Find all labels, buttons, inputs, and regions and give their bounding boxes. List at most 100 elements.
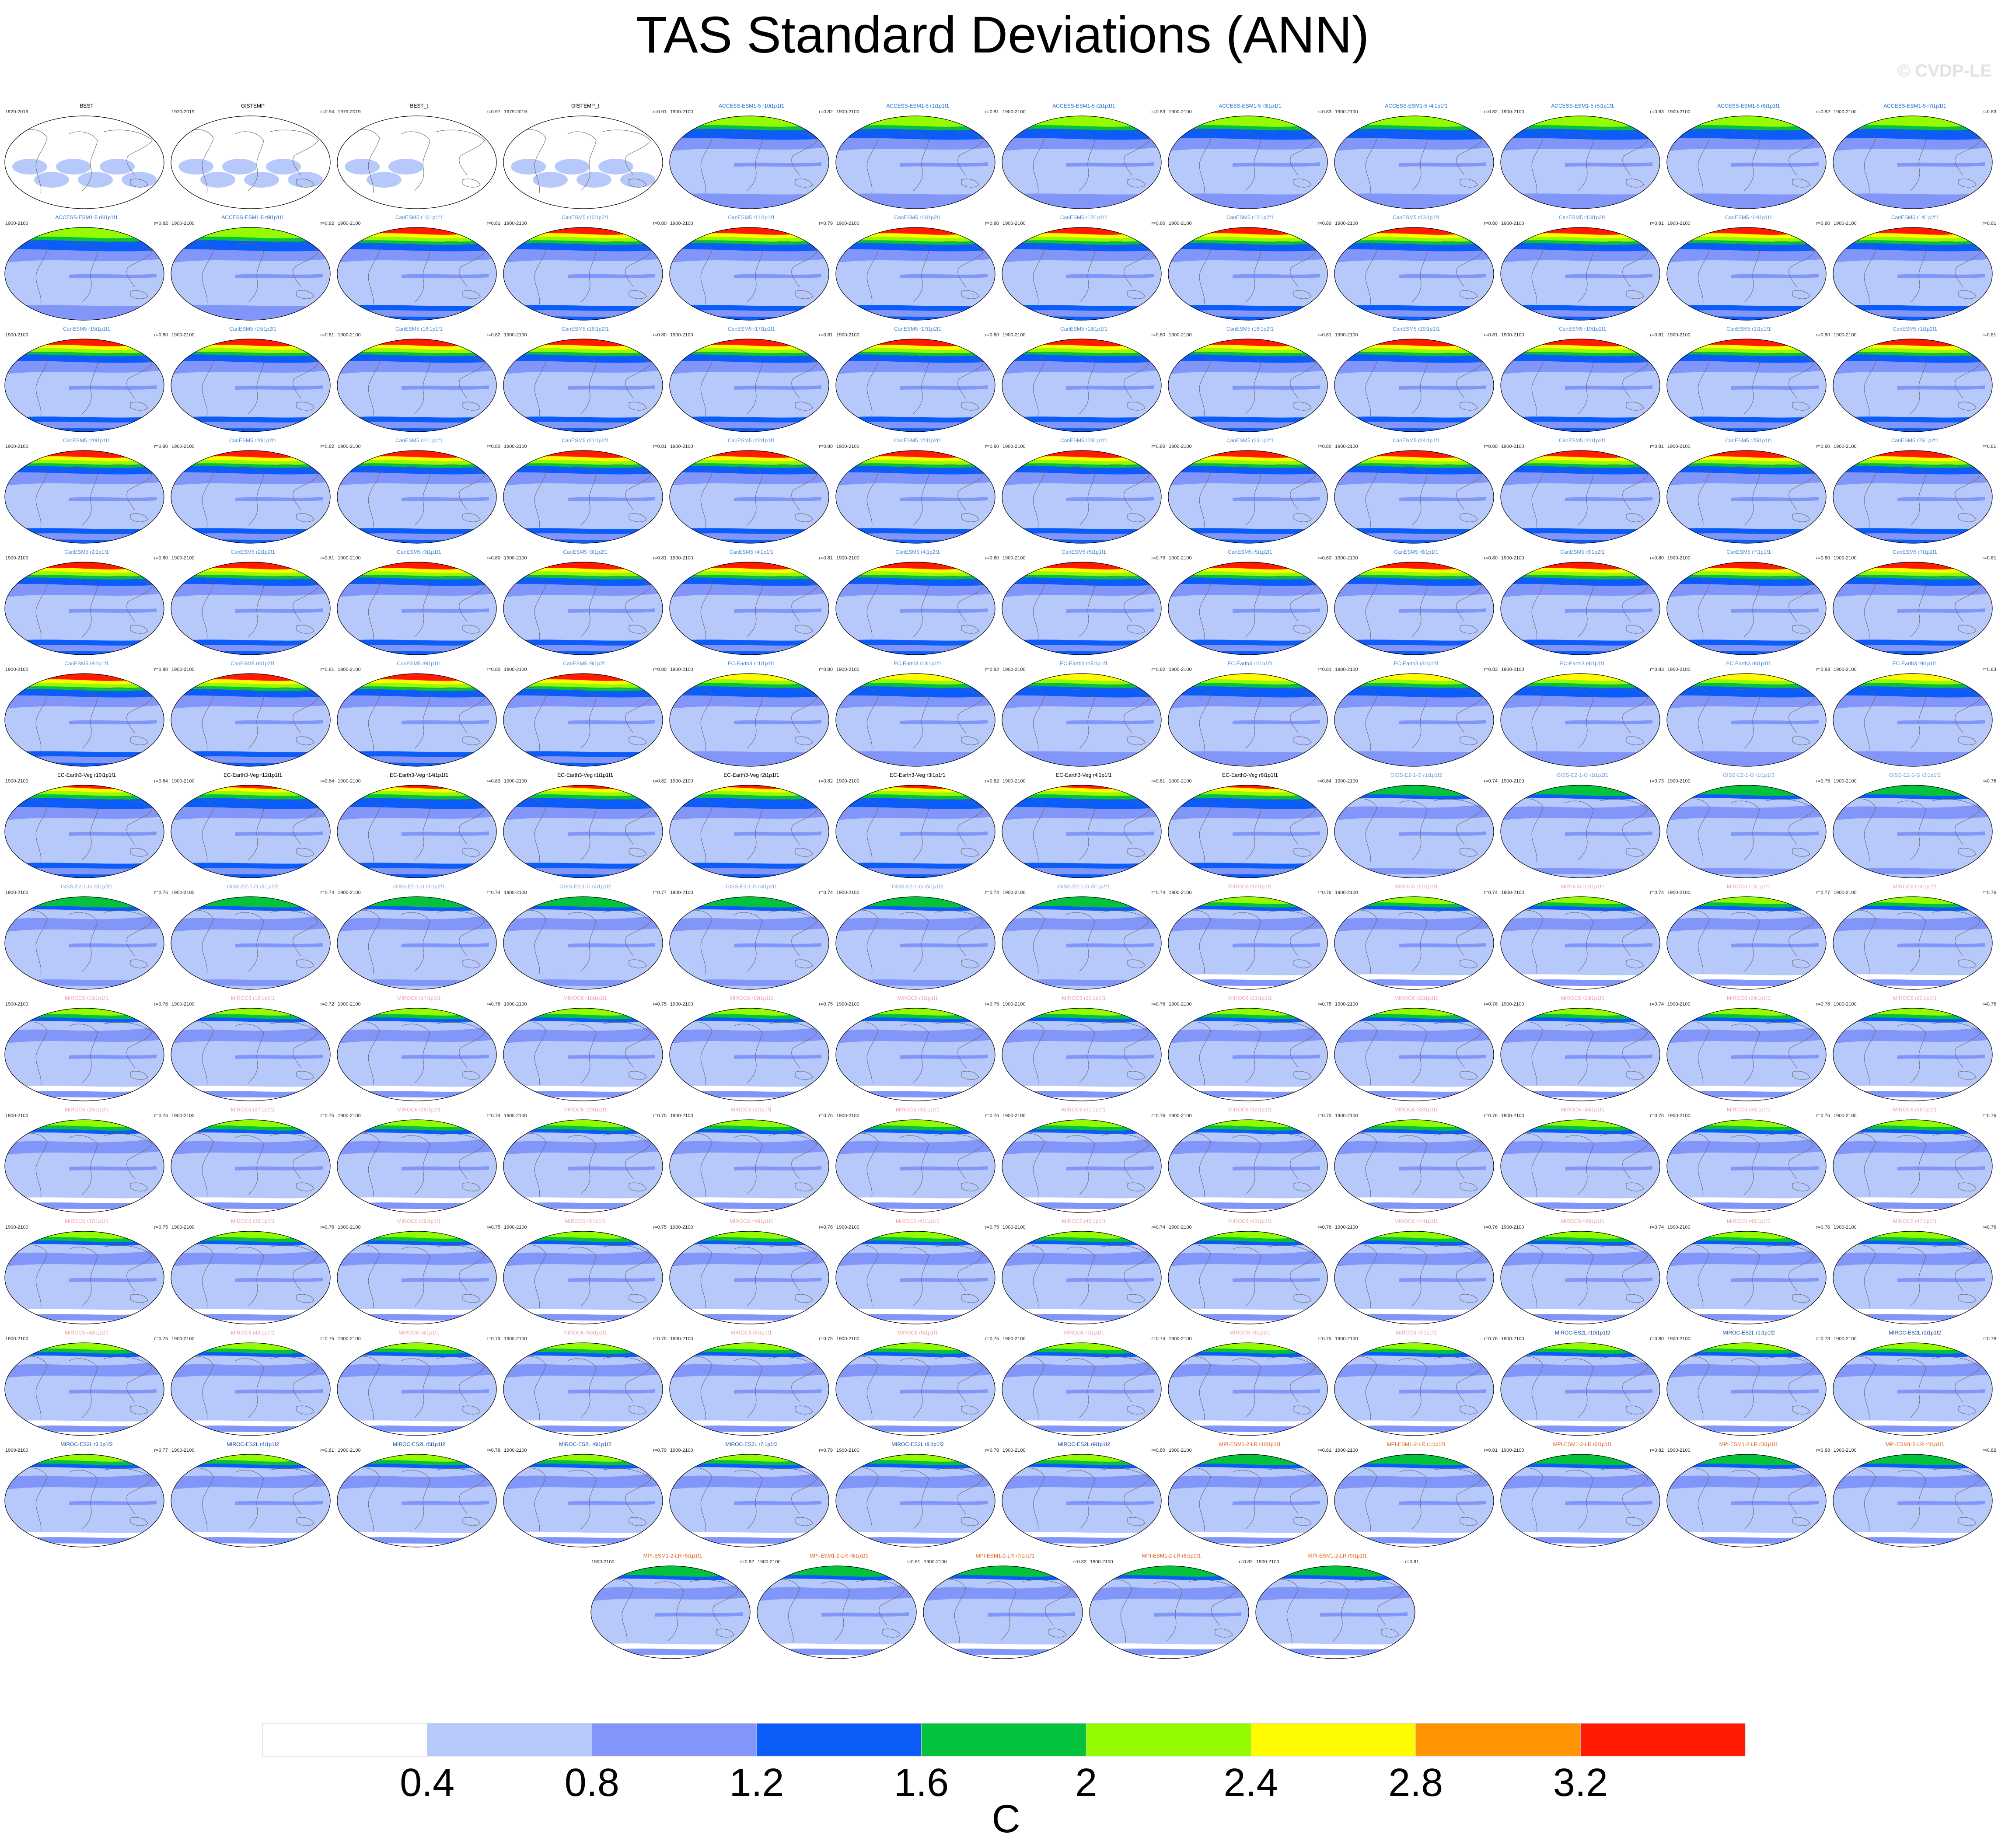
- panel-title: MIROC6 r30i1p1f1: [895, 1107, 940, 1113]
- colorbar-tick-label: 2.4: [1223, 1761, 1278, 1805]
- panel-title: MIROC-ES2L r1i1p1f2: [1722, 1330, 1775, 1336]
- panel-title: MIROC6 r19i1p1f1: [729, 995, 774, 1001]
- panel-correlation: r=0.76: [154, 1113, 168, 1118]
- panel-title: CanESM5 r25i1p2f1: [1891, 437, 1939, 444]
- panel-correlation: r=0.83: [1650, 109, 1664, 115]
- panel-years: 1900-2100: [338, 1336, 361, 1341]
- robinson-globe-map-icon: [835, 896, 996, 990]
- robinson-globe-map-icon: [1833, 1454, 1993, 1548]
- panel-years: 1900-2100: [171, 667, 195, 672]
- chart-title: TAS Standard Deviations (ANN): [636, 6, 1369, 64]
- panel-years: 1900-2100: [1002, 1113, 1026, 1118]
- map-panel: CanESM5 r4i1p1f1 1900-2100 r=0.81: [668, 549, 835, 657]
- panel-correlation: r=0.75: [985, 1002, 999, 1007]
- panel-title: EC-Earth3-Veg r6i1p1f1: [1222, 772, 1278, 778]
- panel-title: CanESM5 r2i1p1f1: [64, 549, 109, 555]
- panel-title: ACCESS-ESM1-5 r7i1p1f1: [1883, 103, 1946, 109]
- map-panel: ACCESS-ESM1-5 r5i1p1f1 1900-2100 r=0.83: [1499, 103, 1666, 211]
- panel-years: 1900-2100: [1002, 1448, 1026, 1453]
- map-panel: CanESM5 r7i1p2f1 1900-2100 r=0.81: [1832, 549, 1998, 657]
- map-panel: CanESM5 r2i1p1f1 1900-2100 r=0.80: [3, 549, 170, 657]
- panel-title: CanESM5 r21i1p2f1: [561, 437, 609, 444]
- map-panel: CanESM5 r5i1p1f1 1900-2100 r=0.79: [1001, 549, 1167, 657]
- map-panel: MIROC6 r3i1p1f1 1900-2100 r=0.75: [502, 1218, 668, 1327]
- panel-years: 1900-2100: [836, 1448, 859, 1453]
- panel-correlation: r=0.80: [1317, 444, 1332, 449]
- robinson-globe-map-icon: [1002, 1119, 1162, 1213]
- panel-title: MIROC6 r8i1p1f1: [1230, 1330, 1271, 1336]
- panel-title: MIROC6 r38i1p1f1: [231, 1218, 275, 1224]
- map-panel: CanESM5 r20i1p2f1 1900-2100 r=0.82: [170, 437, 336, 546]
- map-panel: ACCESS-ESM1-5 r10i1p1f1 1900-2100 r=0.82: [668, 103, 835, 211]
- panel-title: CanESM5 r22i1p2f1: [894, 437, 942, 444]
- map-panel: GISS-E2-1-G r5i1p1f2 1900-2100 r=0.74: [835, 884, 1001, 992]
- panel-title: CanESM5 r9i1p2f1: [563, 660, 608, 667]
- panel-correlation: r=0.79: [819, 1448, 833, 1453]
- panel-years: 1900-2100: [836, 444, 859, 449]
- panel-correlation: r=0.74: [486, 1113, 501, 1118]
- robinson-globe-map-icon: [835, 450, 996, 544]
- panel-title: CanESM5 r12i1p2f1: [1226, 214, 1274, 220]
- panel-title: CanESM5 r17i1p2f1: [894, 326, 942, 332]
- panel-correlation: r=0.81: [1151, 779, 1166, 784]
- map-panel: MPI-ESM1-2-LR r9i1p1f1 1900-2100 r=0.81: [1254, 1553, 1421, 1661]
- robinson-globe-map-icon: [835, 227, 996, 321]
- robinson-globe-map-icon: [1002, 1008, 1162, 1101]
- panel-years: 1900-2100: [1335, 221, 1358, 226]
- panel-correlation: r=0.76: [1982, 779, 1997, 784]
- panel-title: CanESM5 r19i1p1f1: [1392, 326, 1440, 332]
- panel-years: 1900-2100: [1090, 1559, 1113, 1565]
- panel-correlation: r=0.76: [1982, 1113, 1997, 1118]
- robinson-globe-map-icon: [337, 1342, 497, 1436]
- map-panel: MIROC6 r38i1p1f1 1900-2100 r=0.76: [170, 1218, 336, 1327]
- robinson-globe-map-icon: [1168, 450, 1328, 544]
- colorbar-segment: [262, 1723, 428, 1757]
- panel-correlation: r=0.80: [1151, 332, 1166, 338]
- robinson-globe-map-icon: [669, 1342, 829, 1436]
- map-panel: MPI-ESM1-2-LR r1i1p1f1 1900-2100 r=0.81: [1333, 1441, 1499, 1550]
- panel-correlation: r=0.76: [1484, 1225, 1498, 1230]
- map-panel: GISS-E2-1-G r4i1p1f2 1900-2100 r=0.77: [502, 884, 668, 992]
- panel-title: MIROC6 r9i1p1f1: [1396, 1330, 1437, 1336]
- map-panel: MIROC6 r28i1p1f1 1900-2100 r=0.74: [336, 1107, 502, 1215]
- map-panel: CanESM5 r13i1p2f1 1900-2100 r=0.81: [1499, 214, 1666, 323]
- panel-correlation: r=0.79: [653, 1448, 667, 1453]
- panel-correlation: r=0.82: [320, 221, 335, 226]
- panel-years: 1900-2100: [1501, 221, 1524, 226]
- panel-correlation: r=0.80: [985, 332, 999, 338]
- map-panel: EC-Earth3 r11i1p1f1 1900-2100 r=0.80: [668, 660, 835, 769]
- panel-years: 1900-2100: [5, 555, 28, 561]
- panel-correlation: r=0.83: [1317, 109, 1332, 115]
- panel-years: 1900-2100: [338, 1113, 361, 1118]
- map-panel: EC-Earth3-Veg r3i1p1f1 1900-2100 r=0.82: [835, 772, 1001, 880]
- map-panel: MIROC-ES2L r3i1p1f2 1900-2100 r=0.77: [3, 1441, 170, 1550]
- panel-correlation: r=0.83: [1982, 109, 1997, 115]
- panel-years: 1900-2100: [836, 332, 859, 338]
- panel-title: CanESM5 r14i1p1f1: [1725, 214, 1773, 220]
- panel-correlation: r=0.77: [154, 1448, 168, 1453]
- map-panel: CanESM5 r23i1p2f1 1900-2100 r=0.80: [1167, 437, 1333, 546]
- panel-correlation: r=0.82: [486, 332, 501, 338]
- panel-title: MIROC6 r46i1p1f1: [1726, 1218, 1771, 1224]
- map-panel: MPI-ESM1-2-LR r5i1p1f1 1900-2100 r=0.82: [590, 1553, 756, 1661]
- map-panel: EC-Earth3 r1i1p1f1 1900-2100 r=0.81: [1167, 660, 1333, 769]
- robinson-globe-map-icon: [337, 562, 497, 655]
- panel-years: 1900-2100: [1501, 1448, 1524, 1453]
- robinson-globe-map-icon: [1334, 339, 1494, 432]
- panel-correlation: r=0.74: [1650, 890, 1664, 895]
- panel-years: 1900-2100: [1501, 555, 1524, 561]
- map-panel: CanESM5 r21i1p2f1 1900-2100 r=0.81: [502, 437, 668, 546]
- robinson-globe-map-icon: [503, 1454, 663, 1548]
- robinson-globe-map-icon: [1833, 115, 1993, 209]
- panel-years: 1900-2100: [504, 1448, 527, 1453]
- panel-years: 1900-2100: [1501, 444, 1524, 449]
- robinson-globe-map-icon: [1334, 1231, 1494, 1324]
- panel-correlation: r=0.75: [486, 1225, 501, 1230]
- panel-title: MIROC6 r34i1p1f1: [1560, 1107, 1605, 1113]
- robinson-globe-map-icon: [337, 450, 497, 544]
- map-panel: CanESM5 r14i1p2f1 1900-2100 r=0.81: [1832, 214, 1998, 323]
- robinson-globe-map-icon: [1334, 562, 1494, 655]
- panel-years: 1900-2100: [670, 1336, 693, 1341]
- panel-years: 1900-2100: [1335, 1002, 1358, 1007]
- panel-years: 1900-2100: [338, 1002, 361, 1007]
